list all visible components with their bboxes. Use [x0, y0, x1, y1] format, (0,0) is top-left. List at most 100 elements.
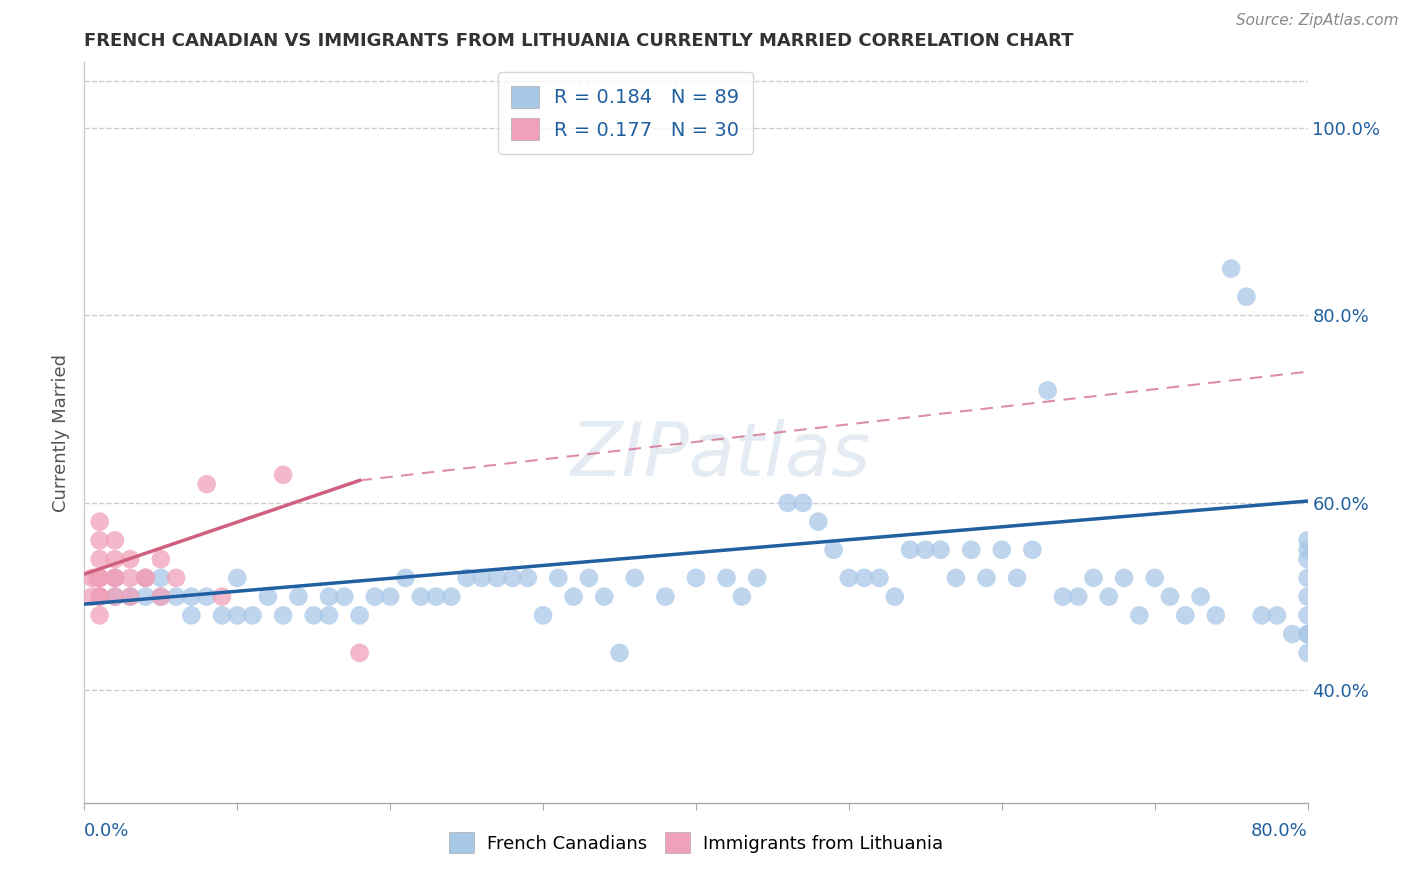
Point [89, 590, 111, 604]
Point [654, 590, 676, 604]
Point [1098, 590, 1121, 604]
Point [349, 646, 371, 660]
Point [120, 590, 142, 604]
Point [609, 646, 631, 660]
Point [486, 571, 509, 585]
Point [80, 590, 103, 604]
Point [562, 590, 585, 604]
Point [120, 552, 142, 566]
Point [516, 571, 538, 585]
Point [425, 590, 447, 604]
Point [135, 571, 157, 585]
Point [1067, 590, 1090, 604]
Point [1083, 571, 1105, 585]
Point [211, 590, 233, 604]
Point [271, 467, 294, 482]
Point [1296, 646, 1319, 660]
Point [89, 608, 111, 623]
Point [394, 571, 416, 585]
Text: 0.0%: 0.0% [84, 822, 129, 840]
Point [531, 608, 554, 623]
Point [104, 590, 127, 604]
Point [242, 608, 264, 623]
Point [624, 571, 647, 585]
Point [226, 608, 249, 623]
Point [593, 590, 616, 604]
Point [1205, 608, 1227, 623]
Point [440, 590, 463, 604]
Point [1021, 542, 1043, 557]
Text: 80.0%: 80.0% [1251, 822, 1308, 840]
Point [1143, 571, 1166, 585]
Point [1220, 261, 1243, 276]
Text: Source: ZipAtlas.com: Source: ZipAtlas.com [1236, 13, 1399, 29]
Point [211, 608, 233, 623]
Point [89, 552, 111, 566]
Point [1296, 590, 1319, 604]
Point [89, 571, 111, 585]
Point [104, 571, 127, 585]
Point [914, 542, 936, 557]
Y-axis label: Currently Married: Currently Married [52, 353, 70, 512]
Point [471, 571, 494, 585]
Point [883, 590, 905, 604]
Point [149, 571, 172, 585]
Point [1296, 542, 1319, 557]
Point [991, 542, 1014, 557]
Point [318, 590, 340, 604]
Point [1296, 533, 1319, 548]
Point [89, 590, 111, 604]
Point [456, 571, 478, 585]
Point [104, 533, 127, 548]
Point [1296, 552, 1319, 566]
Point [86, 571, 108, 585]
Point [960, 542, 983, 557]
Point [195, 590, 218, 604]
Text: FRENCH CANADIAN VS IMMIGRANTS FROM LITHUANIA CURRENTLY MARRIED CORRELATION CHART: FRENCH CANADIAN VS IMMIGRANTS FROM LITHU… [84, 32, 1074, 50]
Point [869, 571, 891, 585]
Point [180, 608, 202, 623]
Point [287, 590, 309, 604]
Point [89, 533, 111, 548]
Point [318, 608, 340, 623]
Point [149, 552, 172, 566]
Point [180, 590, 202, 604]
Point [1174, 608, 1197, 623]
Point [149, 590, 172, 604]
Point [271, 608, 294, 623]
Point [853, 571, 876, 585]
Point [945, 571, 967, 585]
Point [685, 571, 707, 585]
Point [195, 477, 218, 491]
Point [1005, 571, 1028, 585]
Point [364, 590, 387, 604]
Point [1052, 590, 1074, 604]
Point [165, 571, 187, 585]
Point [135, 590, 157, 604]
Point [929, 542, 952, 557]
Point [333, 590, 356, 604]
Point [226, 571, 249, 585]
Point [135, 571, 157, 585]
Point [380, 590, 402, 604]
Point [747, 571, 769, 585]
Point [838, 571, 860, 585]
Point [104, 571, 127, 585]
Point [716, 571, 738, 585]
Point [165, 590, 187, 604]
Point [89, 590, 111, 604]
Point [149, 590, 172, 604]
Point [1236, 290, 1258, 304]
Legend: French Canadians, Immigrants from Lithuania: French Canadians, Immigrants from Lithua… [441, 825, 950, 861]
Point [976, 571, 998, 585]
Point [89, 571, 111, 585]
Point [1296, 627, 1319, 641]
Point [792, 496, 814, 510]
Point [80, 571, 103, 585]
Point [547, 571, 569, 585]
Point [1296, 627, 1319, 641]
Point [731, 590, 754, 604]
Point [578, 571, 600, 585]
Point [120, 571, 142, 585]
Point [89, 515, 111, 529]
